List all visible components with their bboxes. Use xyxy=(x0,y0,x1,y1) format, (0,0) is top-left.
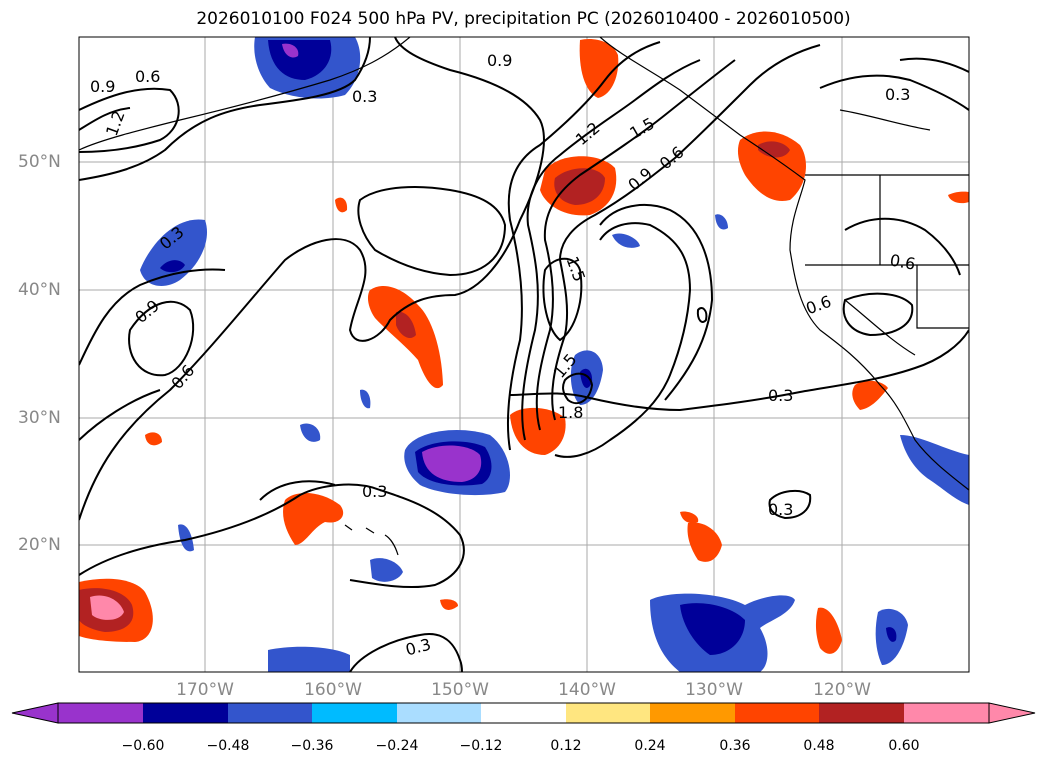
colorbar-cell xyxy=(143,703,228,723)
lat-label: 20°N xyxy=(18,535,61,555)
precip-blob-negative xyxy=(140,219,208,286)
lon-label: 120°W xyxy=(813,680,871,700)
colorbar-cell xyxy=(58,703,143,723)
contour-label: 0.3 xyxy=(885,85,910,104)
colorbar-tick-label: 0.12 xyxy=(550,738,582,754)
colorbar-cell xyxy=(988,702,1036,724)
colorbar-cell xyxy=(819,703,904,723)
colorbar-tick-label: 0.60 xyxy=(888,738,920,754)
colorbar-cell xyxy=(481,703,566,723)
lon-label: 170°W xyxy=(176,680,234,700)
colorbar-tick-label: −0.12 xyxy=(459,738,503,754)
colorbar-cell xyxy=(650,703,735,723)
colorbar-cell xyxy=(735,703,819,723)
colorbar-cell xyxy=(312,703,397,723)
coastlines xyxy=(79,37,969,556)
colorbar-tick-label: −0.24 xyxy=(375,738,419,754)
contour-label: 0.6 xyxy=(135,67,160,86)
colorbar-tick-label: 0.36 xyxy=(719,738,751,754)
precipitation-areas xyxy=(79,37,969,672)
colorbar-tick-label: −0.48 xyxy=(206,738,250,754)
contour-label: 0.3 xyxy=(768,386,793,405)
contour-label: 0.9 xyxy=(90,77,115,96)
colorbar-cell xyxy=(904,703,989,723)
colorbar-cell xyxy=(397,703,481,723)
lon-label: 130°W xyxy=(685,680,743,700)
colorbar-tick-label: −0.36 xyxy=(290,738,334,754)
colorbar-tick-label: −0.60 xyxy=(121,738,165,754)
lat-label: 30°N xyxy=(18,408,61,428)
map-frame xyxy=(78,36,970,673)
colorbar-tick-label: 0.48 xyxy=(803,738,835,754)
contour-label: 0.3 xyxy=(352,87,377,106)
lon-label: 140°W xyxy=(558,680,616,700)
precip-blob-positive xyxy=(579,38,619,98)
colorbar-cell xyxy=(228,703,312,723)
colorbar xyxy=(11,702,1036,724)
lat-label: 40°N xyxy=(18,280,61,300)
precip-blob-positive xyxy=(367,285,443,389)
contour-label: 0.3 xyxy=(768,500,793,519)
contour-label: 0.9 xyxy=(487,51,512,70)
contour-label: 0.3 xyxy=(362,482,387,501)
colorbar-cell xyxy=(11,702,59,724)
pv-contours xyxy=(79,37,969,672)
contour-label: 1.8 xyxy=(558,403,583,422)
lat-label: 50°N xyxy=(18,152,61,172)
lon-label: 150°W xyxy=(431,680,489,700)
lon-label: 160°W xyxy=(304,680,362,700)
map-title: 2026010100 F024 500 hPa PV, precipitatio… xyxy=(196,9,851,29)
colorbar-tick-label: 0.24 xyxy=(634,738,666,754)
precip-blob-positive xyxy=(283,493,344,545)
precip-blob-positive xyxy=(510,407,566,455)
colorbar-cell xyxy=(566,703,650,723)
contour-label: 0.6 xyxy=(888,251,916,274)
map-background xyxy=(79,37,969,672)
